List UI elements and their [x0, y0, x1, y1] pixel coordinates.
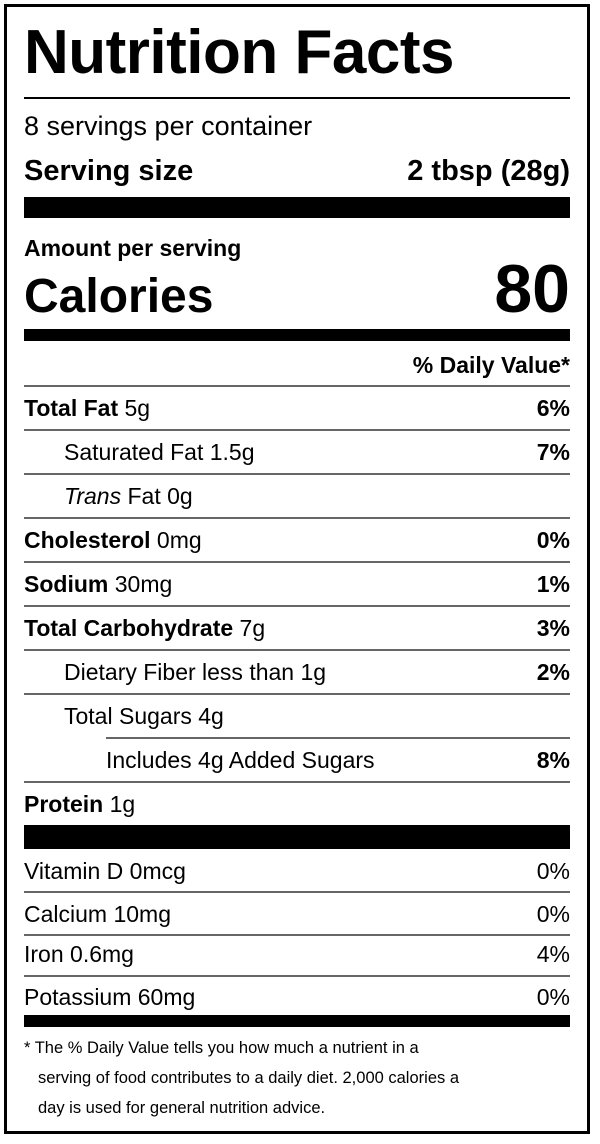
- servings-per-container: 8 servings per container: [24, 110, 313, 141]
- vitamin-row-potassium: Potassium 60mg 0%: [24, 983, 570, 1010]
- vitamin-row-iron: Iron 0.6mg 4%: [24, 940, 570, 967]
- amount-per-serving-row: Amount per serving: [24, 233, 570, 263]
- nutrient-row-total-sugars: Total Sugars 4g: [64, 702, 224, 729]
- amount-per-serving: Amount per serving: [24, 234, 242, 261]
- divider: [24, 517, 570, 519]
- serving-size-label: Serving size: [24, 154, 194, 187]
- divider: [106, 737, 570, 739]
- calories-label: Calories: [24, 269, 214, 323]
- nutrient-row-total-fat: Total Fat 5g 6%: [24, 394, 570, 421]
- daily-value-header: % Daily Value*: [412, 351, 570, 378]
- divider: [24, 385, 570, 387]
- divider: [24, 97, 570, 99]
- medium-divider: [24, 329, 570, 341]
- servings-row: 8 servings per container: [24, 107, 570, 145]
- vitamin-row-calcium: Calcium 10mg 0%: [24, 900, 570, 927]
- nutrient-row-dietary-fiber: Dietary Fiber less than 1g 2%: [64, 658, 570, 685]
- divider: [24, 975, 570, 977]
- divider: [24, 781, 570, 783]
- serving-size-row: Serving size 2 tbsp (28g): [24, 150, 570, 192]
- divider: [24, 473, 570, 475]
- thick-divider: [24, 825, 570, 849]
- divider: [24, 649, 570, 651]
- divider: [24, 891, 570, 893]
- nutrient-row-sodium: Sodium 30mg 1%: [24, 570, 570, 597]
- calories-row: Calories 80: [24, 251, 570, 327]
- divider: [24, 429, 570, 431]
- vitamin-row-vitamin-d: Vitamin D 0mcg 0%: [24, 857, 570, 884]
- divider: [24, 561, 570, 563]
- nutrient-row-saturated-fat: Saturated Fat 1.5g 7%: [64, 438, 570, 465]
- divider: [24, 693, 570, 695]
- calories-value: 80: [494, 251, 570, 327]
- thick-divider: [24, 197, 570, 218]
- divider: [24, 605, 570, 607]
- nutrient-row-added-sugars: Includes 4g Added Sugars 8%: [106, 746, 570, 773]
- nutrient-row-cholesterol: Cholesterol 0mg 0%: [24, 526, 570, 553]
- label-title: Nutrition Facts: [24, 18, 454, 87]
- medium-divider: [24, 1015, 570, 1027]
- footnote: * The % Daily Value tells you how much a…: [24, 1039, 459, 1117]
- nutrient-row-protein: Protein 1g: [24, 790, 136, 817]
- nutrition-facts-label: Nutrition Facts 8 servings per container…: [4, 4, 590, 1134]
- nutrient-row-trans-fat: Trans Fat 0g: [64, 482, 193, 509]
- nutrient-row-total-carbohydrate: Total Carbohydrate 7g 3%: [24, 614, 570, 641]
- serving-size-value: 2 tbsp (28g): [407, 154, 570, 187]
- divider: [24, 934, 570, 936]
